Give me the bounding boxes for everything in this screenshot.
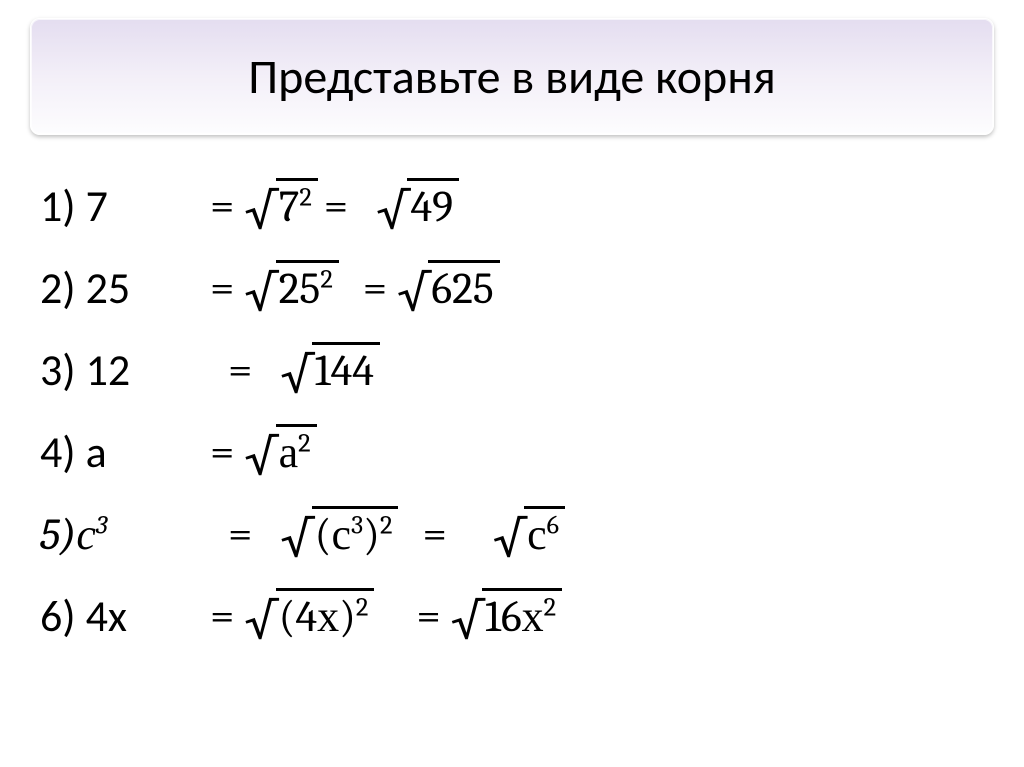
row-6-label: 6) 4x	[40, 589, 210, 643]
inner-exp: 3	[351, 509, 363, 540]
sqrt-expression: √ 252	[244, 260, 338, 316]
sqrt-expression: √ 625	[397, 260, 500, 316]
equals-sign: =	[210, 180, 244, 231]
row-6: 6) 4x = √ (4х)2 = √ 16х2	[40, 575, 994, 657]
equals-sign: =	[210, 262, 244, 313]
row-4-label: 4) a	[40, 425, 210, 479]
radical-icon: √	[244, 188, 277, 234]
radicand: (4х)2	[276, 588, 375, 644]
radical-icon: √	[244, 598, 277, 644]
row-2-math: = √ 252 = √ 625	[210, 260, 506, 316]
equals-sign: =	[228, 344, 262, 395]
radicand: а2	[276, 424, 317, 480]
row-3-label: 3) 12	[40, 343, 210, 397]
radical-icon: √	[376, 188, 409, 234]
row-3-math: = √ 144	[210, 342, 386, 398]
equals-sign: =	[416, 590, 450, 641]
radical-icon: √	[397, 270, 430, 316]
exponent: 2	[356, 591, 368, 622]
sqrt-expression: √ (с3)2	[280, 506, 398, 562]
sqrt-expression: √ (4х)2	[244, 588, 374, 644]
radical-icon: √	[244, 270, 277, 316]
exponent: 2	[298, 427, 310, 458]
sqrt-expression: √ 16х2	[451, 588, 562, 644]
base: с	[527, 509, 547, 560]
base: 16х	[485, 591, 544, 642]
open-paren: (	[315, 509, 332, 560]
base: 7	[279, 181, 300, 232]
exponent: 2	[320, 263, 332, 294]
sqrt-expression: √ а2	[244, 424, 316, 480]
radicand: 144	[312, 342, 380, 398]
exponent: 2	[544, 591, 556, 622]
equals-sign: =	[228, 508, 262, 559]
row-1-math: = √ 72 = √ 49	[210, 178, 465, 234]
radical-icon: √	[280, 352, 313, 398]
row-5-exp: 3	[96, 509, 108, 540]
equals-sign: =	[363, 262, 397, 313]
exponent: 2	[299, 181, 311, 212]
content-area: 1) 7 = √ 72 = √ 49 2) 25 = √	[30, 135, 994, 657]
base: 4х	[295, 591, 339, 642]
radicand: 16х2	[482, 588, 562, 644]
row-5-label: 5)с3	[40, 509, 210, 560]
row-2: 2) 25 = √ 252 = √ 625	[40, 247, 994, 329]
row-3: 3) 12 = √ 144	[40, 329, 994, 411]
slide-title: Представьте в виде корня	[248, 47, 775, 106]
exponent: 6	[547, 509, 559, 540]
radical-icon: √	[244, 434, 277, 480]
row-5-number: 5)	[40, 509, 76, 560]
row-4: 4) a = √ а2	[40, 411, 994, 493]
sqrt-expression: √ с6	[493, 506, 565, 562]
row-5: 5)с3 = √ (с3)2 = √ с6	[40, 493, 994, 575]
radicand: 49	[407, 178, 459, 234]
sqrt-expression: √ 144	[280, 342, 379, 398]
base: 25	[279, 263, 321, 314]
radical-icon: √	[451, 598, 484, 644]
close-paren: )	[339, 591, 356, 642]
row-4-math: = √ а2	[210, 424, 323, 480]
row-1-label: 1) 7	[40, 179, 210, 233]
radical-icon: √	[280, 516, 313, 562]
close-paren: )	[363, 509, 380, 560]
title-box: Представьте в виде корня	[30, 18, 994, 135]
sqrt-expression: √ 72	[244, 178, 317, 234]
row-1: 1) 7 = √ 72 = √ 49	[40, 165, 994, 247]
equals-sign: =	[210, 590, 244, 641]
equals-sign: =	[324, 180, 358, 231]
equals-sign: =	[422, 508, 456, 559]
row-5-math: = √ (с3)2 = √ с6	[210, 506, 571, 562]
slide: Представьте в виде корня 1) 7 = √ 72 = √…	[0, 0, 1024, 767]
outer-exp: 2	[380, 509, 392, 540]
radicand: 72	[276, 178, 318, 234]
row-2-label: 2) 25	[40, 261, 210, 315]
base: а	[279, 427, 299, 478]
base: с	[331, 509, 351, 560]
sqrt-expression: √ 49	[376, 178, 459, 234]
equals-sign: =	[210, 426, 244, 477]
radicand: (с3)2	[312, 506, 399, 562]
radical-icon: √	[493, 516, 526, 562]
radicand: с6	[524, 506, 565, 562]
radicand: 625	[428, 260, 499, 316]
row-6-math: = √ (4х)2 = √ 16х2	[210, 588, 568, 644]
open-paren: (	[279, 591, 296, 642]
radicand: 252	[276, 260, 339, 316]
row-5-var: с	[76, 509, 96, 560]
